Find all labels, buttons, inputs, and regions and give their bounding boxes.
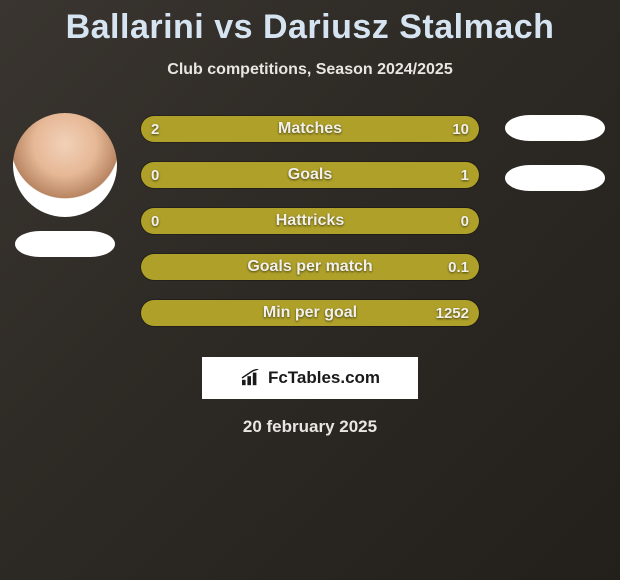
bar-row: 01Goals	[140, 161, 480, 189]
watermark: FcTables.com	[202, 357, 418, 399]
bar-row: 0.1Goals per match	[140, 253, 480, 281]
bar-label: Matches	[141, 116, 479, 142]
bar-row: 00Hattricks	[140, 207, 480, 235]
player-right-flag-2	[505, 165, 605, 191]
bar-label: Hattricks	[141, 208, 479, 234]
player-left-column	[0, 109, 130, 257]
chart-icon	[240, 369, 262, 387]
comparison-bars: 210Matches 01Goals 00Hattricks 0.1Goals per…	[140, 115, 480, 345]
player-left-avatar	[13, 113, 117, 217]
page-title: Ballarini vs Dariusz Stalmach	[0, 0, 620, 47]
comparison-infographic: Ballarini vs Dariusz Stalmach Club compe…	[0, 0, 620, 580]
page-subtitle: Club competitions, Season 2024/2025	[0, 61, 620, 79]
bar-label: Goals	[141, 162, 479, 188]
content-area: 210Matches 01Goals 00Hattricks 0.1Goals per…	[0, 109, 620, 339]
bar-row: 1252Min per goal	[140, 299, 480, 327]
bar-label: Min per goal	[141, 300, 479, 326]
player-right-flag-1	[505, 115, 605, 141]
bar-row: 210Matches	[140, 115, 480, 143]
player-left-flag	[15, 231, 115, 257]
watermark-text: FcTables.com	[268, 368, 380, 388]
player-right-column	[490, 109, 620, 191]
bar-label: Goals per match	[141, 254, 479, 280]
date-label: 20 february 2025	[0, 417, 620, 437]
